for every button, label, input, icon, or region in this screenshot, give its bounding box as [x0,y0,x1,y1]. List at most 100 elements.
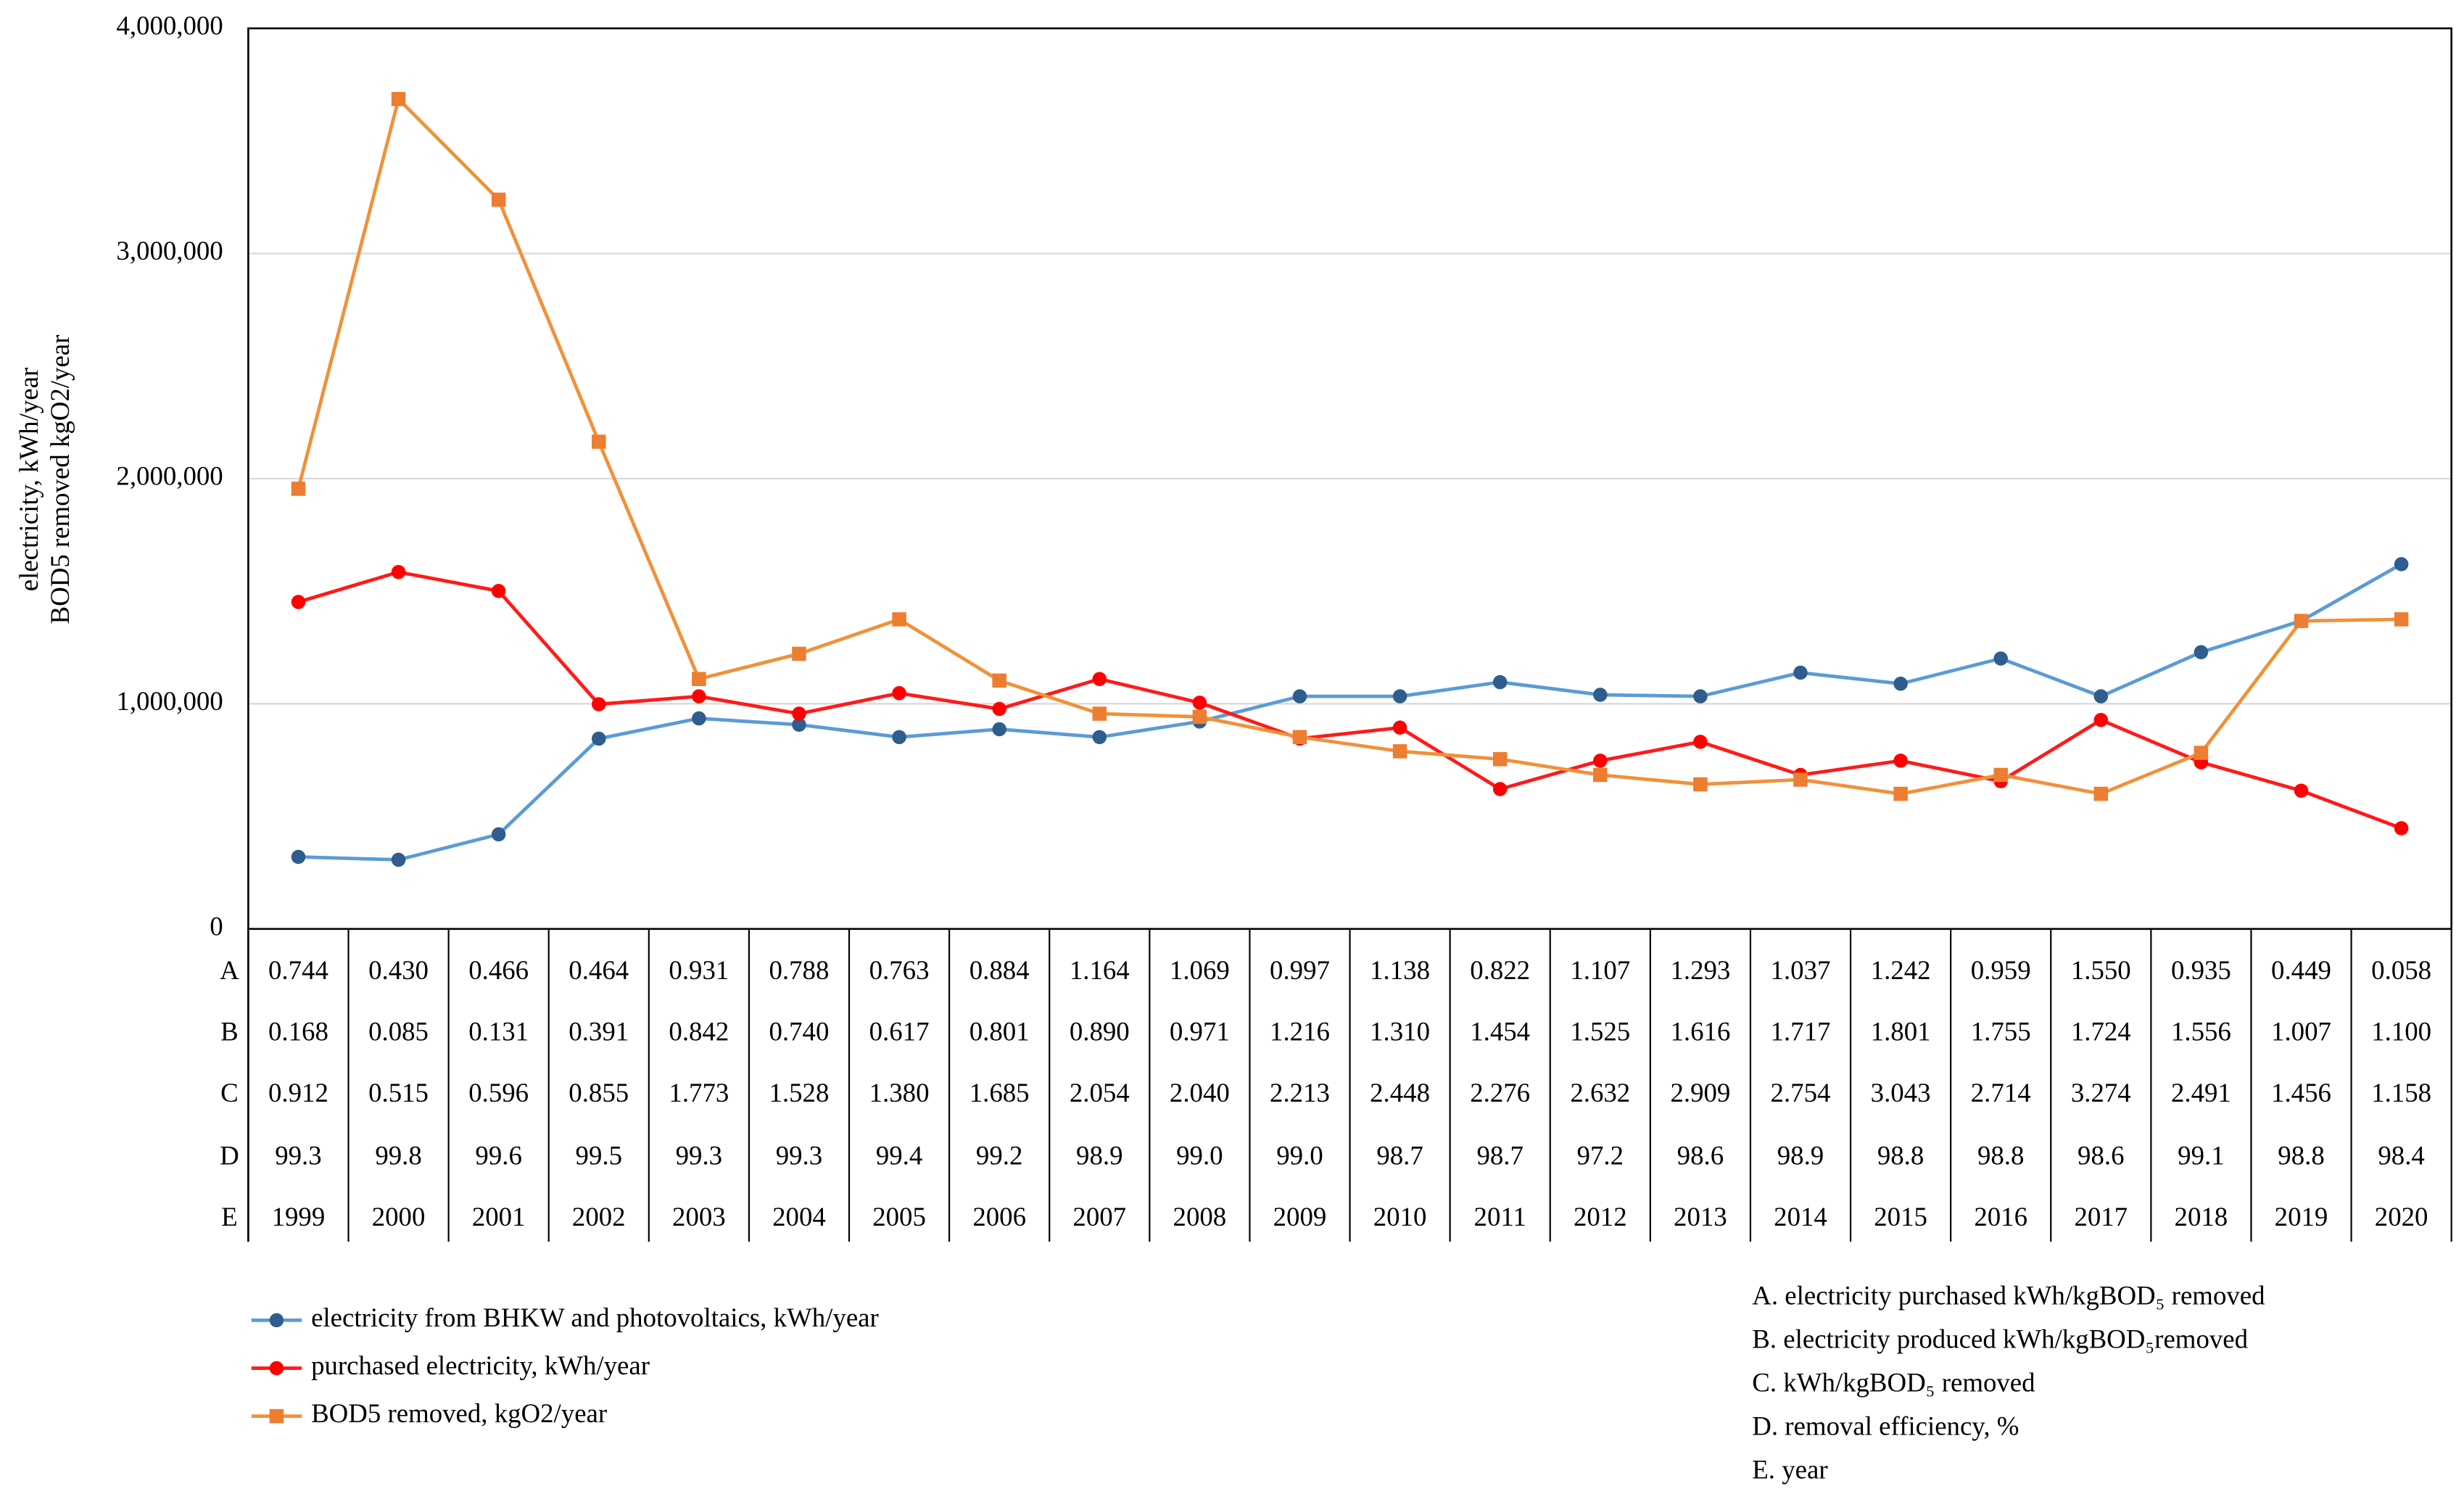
marker [1693,735,1708,749]
table-cell: 99.0 [1176,1141,1223,1171]
marker [1492,782,1508,796]
marker [1292,730,1307,745]
table-cell: 1.616 [1670,1016,1730,1046]
note: D. removal efficiency, % [1752,1411,2019,1441]
table-cell: 0.744 [268,955,328,985]
marker [391,565,406,579]
y-tick-label: 4,000,000 [116,11,223,41]
table-cell: 2.054 [1070,1078,1130,1107]
y-tick-label: 0 [210,911,223,941]
table-cell: 99.3 [776,1141,822,1171]
x-tick-label: 2013 [1674,1202,1727,1231]
marker [992,673,1006,688]
x-tick-label: 2006 [972,1202,1026,1231]
marker [1492,674,1508,690]
x-tick-label: 2014 [1774,1202,1827,1231]
marker [2093,786,2109,801]
table-cell: 3.274 [2071,1078,2131,1107]
table-cell: 0.430 [368,955,429,985]
table-cell: 2.491 [2171,1078,2231,1107]
table-cell: 0.763 [869,955,930,985]
x-tick-label: 2007 [1072,1202,1126,1231]
marker [692,711,706,726]
legend-marker [269,1313,284,1328]
table-cell: 1.158 [2371,1078,2431,1107]
note: A. electricity purchased kWh/kgBOD₅ remo… [1752,1281,2265,1311]
x-tick-label: 2010 [1373,1202,1427,1231]
marker [2394,557,2409,571]
table-cell: 1.380 [869,1078,930,1107]
note: E. year [1752,1455,1827,1485]
note: C. kWh/kgBOD₅ removed [1752,1368,2035,1398]
marker [592,731,606,746]
marker [1192,696,1207,710]
marker [1392,689,1407,703]
table-cell: 98.6 [2078,1141,2124,1171]
table-cell: 1.801 [1871,1016,1931,1046]
table-cell: 98.9 [1076,1141,1123,1171]
table-cell: 0.391 [569,1016,629,1046]
marker [1092,672,1107,686]
table-cell: 1.755 [1971,1016,2031,1046]
x-tick-label: 2008 [1173,1202,1227,1231]
y-tick-label: 2,000,000 [116,461,223,490]
marker [792,646,806,661]
table-cell: 0.449 [2271,955,2331,985]
table-cell: 98.4 [2378,1141,2424,1171]
table-cell: 99.0 [1276,1141,1323,1171]
x-tick-label: 1999 [272,1202,326,1231]
table-cell: 1.685 [970,1078,1030,1107]
marker [1593,767,1608,783]
marker [2294,783,2309,798]
table-cell: 1.773 [669,1078,729,1107]
series-line [297,95,2402,796]
table-cell: 0.890 [1070,1016,1130,1046]
table-cell: 1.310 [1370,1016,1430,1046]
table-cell: 2.909 [1670,1078,1730,1107]
table-cell: 0.884 [970,955,1030,985]
table-cell: 1.242 [1871,955,1931,985]
marker [1793,665,1808,680]
table-cell: 1.216 [1270,1016,1330,1046]
table-cell: 99.5 [576,1141,622,1171]
y-axis-title: BOD5 removed kgO2/year [45,335,75,624]
x-tick-label: 2019 [2275,1202,2328,1231]
table-cell: 1.069 [1170,955,1230,985]
table-cell: 97.2 [1577,1141,1624,1171]
marker [1192,709,1207,725]
table-cell: 0.596 [468,1078,529,1107]
x-tick-label: 2011 [1474,1202,1526,1231]
table-cell: 1.007 [2271,1016,2331,1046]
marker [792,717,806,733]
table-cell: 99.4 [876,1141,922,1171]
table-cell: 0.997 [1270,955,1330,985]
table-cell: 0.788 [769,955,830,985]
marker [491,192,506,207]
table-cell: 0.085 [368,1016,429,1046]
marker [2194,746,2209,760]
x-tick-label: 2017 [2074,1202,2128,1231]
table-row-label: B [220,1016,239,1046]
marker [892,730,906,745]
marker [992,722,1006,737]
marker [592,697,606,711]
marker [291,595,306,609]
table-row-label: A [220,955,239,985]
marker [1893,676,1908,691]
marker [1693,689,1708,703]
marker [892,612,906,627]
table-cell: 0.131 [468,1016,529,1046]
table-row-label: D [220,1141,239,1171]
table-cell: 99.8 [375,1141,421,1171]
marker [1693,777,1708,792]
table-cell: 1.107 [1570,955,1630,985]
marker [2394,612,2409,627]
table-cell: 0.931 [669,955,729,985]
table-cell: 98.6 [1677,1141,1724,1171]
legend-marker [269,1408,284,1424]
x-tick-label: 2009 [1273,1202,1327,1231]
y-tick-label: 1,000,000 [116,686,223,716]
